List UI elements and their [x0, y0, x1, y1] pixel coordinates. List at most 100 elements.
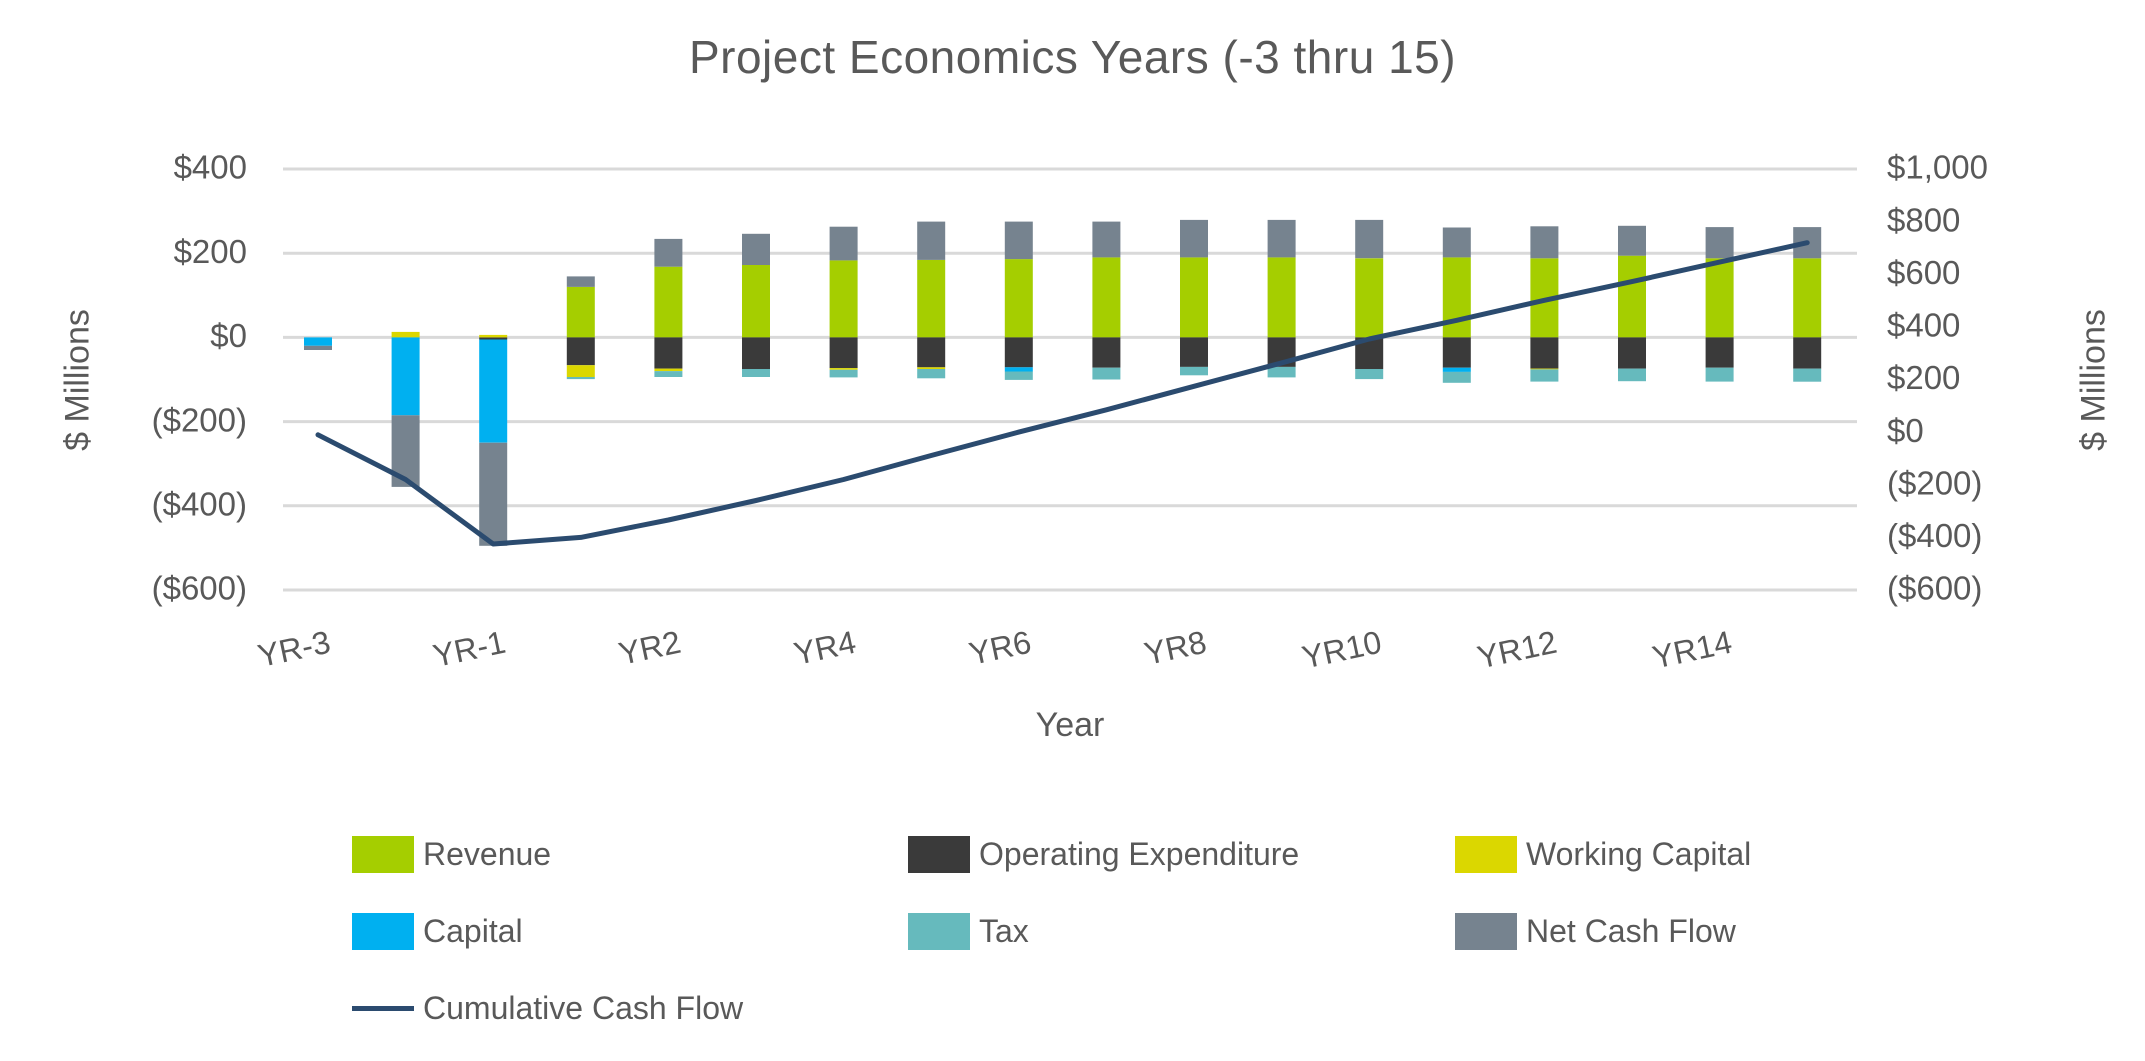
- bar-segment-YR-1-working_capital: [479, 334, 508, 338]
- capital-swatch-icon: [352, 913, 414, 950]
- bar-segment-YR13-revenue: [1618, 255, 1646, 338]
- bar-segment-YR14-tax: [1705, 367, 1734, 382]
- bar-segment-YR2-net_cash_flow: [654, 238, 683, 267]
- x-axis-title: Year: [1035, 706, 1105, 744]
- bar-segment-YR4-operating_expenditure: [829, 337, 858, 369]
- y-right-tick-800: $800: [1887, 201, 1960, 238]
- legend-item-revenue: Revenue: [352, 816, 908, 893]
- bar-segment-YR13-net_cash_flow: [1618, 225, 1646, 256]
- bar-segment-YR11-capital: [1442, 367, 1471, 372]
- bar-segment-YR5-revenue: [917, 259, 946, 338]
- bar-segment-YR6-revenue: [1004, 259, 1033, 338]
- bar-segment-YR-2-capital: [391, 337, 420, 416]
- bar-segment-YR6-net_cash_flow: [1004, 221, 1033, 260]
- x-tick-YR14: YR14: [1649, 624, 1735, 676]
- bar-segment-YR1-revenue: [566, 286, 595, 338]
- bar-segment-YR15-tax: [1793, 368, 1822, 382]
- y-left-tick-400: $400: [174, 149, 247, 186]
- bar-segment-YR6-operating_expenditure: [1004, 337, 1033, 368]
- y-right-tick-0: $0: [1887, 412, 1924, 449]
- bar-segment-YR11-operating_expenditure: [1442, 337, 1471, 368]
- bar-segment-YR2-operating_expenditure: [654, 337, 683, 369]
- bar-segment-YR2-tax: [654, 371, 683, 377]
- legend-item-operating-expenditure: Operating Expenditure: [908, 816, 1455, 893]
- y-left-tick--400: ($400): [152, 486, 247, 523]
- bar-segment-YR14-revenue: [1705, 258, 1734, 338]
- bar-segment-YR3-revenue: [742, 265, 770, 338]
- legend-label: Revenue: [423, 836, 552, 872]
- x-tick-YR4: YR4: [791, 624, 859, 672]
- bar-segment-YR9-tax: [1267, 366, 1296, 378]
- bar-segment-YR5-net_cash_flow: [917, 221, 946, 260]
- bar-segment-YR11-revenue: [1442, 257, 1471, 338]
- bar-segment-YR14-net_cash_flow: [1705, 227, 1734, 259]
- y-right-tick-600: $600: [1887, 254, 1960, 291]
- bar-segment-YR9-revenue: [1267, 257, 1296, 338]
- y-right-tick-400: $400: [1887, 307, 1960, 344]
- bar-segment-YR4-working_capital: [829, 368, 858, 370]
- y-axis-title-right: $ Millions: [2074, 309, 2113, 451]
- bar-segment-YR-2-working_capital: [391, 331, 420, 338]
- y-axis-title-left: $ Millions: [58, 309, 97, 451]
- bar-segment-YR13-operating_expenditure: [1618, 337, 1646, 369]
- bar-segment-YR12-operating_expenditure: [1530, 337, 1559, 369]
- bar-segment-YR8-net_cash_flow: [1180, 219, 1208, 258]
- y-left-tick--600: ($600): [152, 570, 247, 607]
- bar-segment-YR10-revenue: [1355, 258, 1384, 338]
- bar-segment-YR11-net_cash_flow: [1442, 227, 1471, 258]
- bar-segment-YR7-revenue: [1092, 257, 1121, 338]
- working-capital-swatch-icon: [1455, 836, 1517, 873]
- y-right-tick-200: $200: [1887, 359, 1960, 396]
- legend-item-tax: Tax: [908, 893, 1455, 970]
- legend-label: Operating Expenditure: [979, 836, 1300, 872]
- legend-item-capital: Capital: [352, 893, 908, 970]
- x-tick-YR2: YR2: [615, 624, 683, 672]
- bar-segment-YR1-working_capital: [566, 365, 595, 377]
- bar-segment-YR4-tax: [829, 369, 858, 378]
- legend-label: Tax: [979, 913, 1029, 949]
- cumulative-cash-flow-line: [315, 240, 1810, 547]
- bar-segment-YR2-revenue: [654, 266, 683, 338]
- bar-segment-YR5-tax: [917, 369, 946, 379]
- legend-label: Working Capital: [1526, 836, 1752, 872]
- legend-label: Capital: [423, 913, 523, 949]
- y-left-tick-0: $0: [210, 317, 247, 354]
- x-tick-YR-3: YR-3: [255, 624, 334, 674]
- bar-segment-YR10-net_cash_flow: [1355, 219, 1384, 259]
- bar-segment-YR-1-operating_expenditure: [479, 337, 508, 340]
- chart-title: Project Economics Years (-3 thru 15): [688, 31, 1457, 83]
- bar-segment-YR7-net_cash_flow: [1092, 221, 1121, 258]
- bar-segment-YR11-tax: [1442, 371, 1471, 383]
- x-tick-YR6: YR6: [966, 624, 1034, 672]
- legend-item-cumulative-cash-flow: Cumulative Cash Flow: [352, 970, 908, 1047]
- net-cash-flow-swatch-icon: [1455, 913, 1517, 950]
- y-right-tick-1000: $1,000: [1887, 149, 1988, 186]
- bar-segment-YR1-tax: [566, 377, 595, 380]
- bar-segment-YR5-operating_expenditure: [917, 337, 946, 368]
- x-tick-YR8: YR8: [1141, 624, 1209, 672]
- cumulative-cash-flow-line-icon: [352, 1006, 414, 1011]
- bar-segment-YR6-tax: [1004, 371, 1033, 380]
- bar-segment-YR9-net_cash_flow: [1267, 219, 1296, 258]
- bar-segment-YR15-revenue: [1793, 258, 1822, 338]
- x-tick-YR-1: YR-1: [430, 624, 509, 674]
- y-right-tick--400: ($400): [1887, 517, 1982, 554]
- bar-segment-YR-1-capital: [479, 339, 508, 443]
- bar-segment-YR4-net_cash_flow: [829, 226, 858, 261]
- bar-segment-YR-1-net_cash_flow: [479, 442, 508, 546]
- bar-segment-YR3-net_cash_flow: [742, 233, 770, 265]
- bar-segment-YR3-operating_expenditure: [742, 337, 770, 369]
- bar-segment-YR12-tax: [1530, 369, 1559, 382]
- bar-segment-YR12-working_capital: [1530, 368, 1559, 370]
- bar-segment-YR2-working_capital: [654, 368, 683, 372]
- bar-segment-YR6-capital: [1004, 367, 1033, 372]
- bar-segment-YR12-net_cash_flow: [1530, 226, 1559, 259]
- bar-segment-YR4-revenue: [829, 260, 858, 338]
- bar-segment-YR15-operating_expenditure: [1793, 337, 1822, 369]
- y-right-tick--200: ($200): [1887, 465, 1982, 502]
- legend-item-working-capital: Working Capital: [1455, 816, 1925, 893]
- bar-segment-YR8-operating_expenditure: [1180, 337, 1208, 367]
- x-tick-YR10: YR10: [1299, 624, 1385, 676]
- bar-segment-YR5-working_capital: [917, 367, 946, 369]
